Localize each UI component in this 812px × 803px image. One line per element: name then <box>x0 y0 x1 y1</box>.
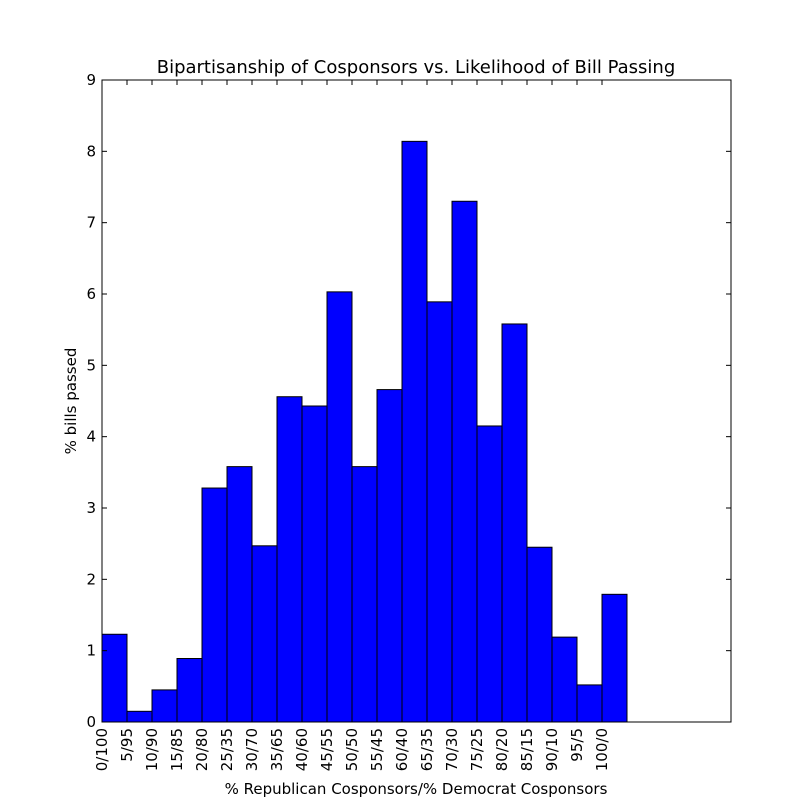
chart-title: Bipartisanship of Cosponsors vs. Likelih… <box>157 57 676 78</box>
x-tick-label: 15/85 <box>168 728 186 771</box>
plot-frame <box>101 79 732 723</box>
bar-10/90 <box>151 689 178 723</box>
x-tick-label: 45/55 <box>318 728 336 771</box>
bar-55/45 <box>376 389 403 723</box>
x-tick-label: 40/60 <box>293 728 311 771</box>
bar-35/65 <box>276 396 303 723</box>
x-tick-label: 25/35 <box>218 728 236 771</box>
bar-50/50 <box>351 466 378 723</box>
bars-group <box>101 140 628 723</box>
y-tick-label: 4 <box>86 428 96 446</box>
y-tick-label: 1 <box>86 642 96 660</box>
x-tick-label: 70/30 <box>443 728 461 771</box>
x-tick-label: 95/5 <box>568 728 586 762</box>
bar-60/40 <box>401 140 428 723</box>
bar-95/5 <box>576 684 603 723</box>
x-tick-label: 75/25 <box>468 728 486 771</box>
x-tick-label: 85/15 <box>518 728 536 771</box>
bar-15/85 <box>176 658 203 723</box>
y-tick-label: 0 <box>86 713 96 731</box>
x-tick-label: 10/90 <box>143 728 161 771</box>
bar-75/25 <box>476 425 503 723</box>
bar-0/100 <box>101 633 128 723</box>
bar-30/70 <box>251 545 278 723</box>
bar-100/0 <box>601 593 628 723</box>
y-tick-label: 5 <box>86 356 96 374</box>
bar-20/80 <box>201 487 228 723</box>
bar-85/15 <box>526 546 553 723</box>
x-tick-label: 80/20 <box>493 728 511 771</box>
y-tick-label: 9 <box>86 71 96 89</box>
y-tick-label: 2 <box>86 570 96 588</box>
x-tick-label: 30/70 <box>243 728 261 771</box>
x-tick-label: 0/100 <box>93 728 111 771</box>
x-tick-label: 65/35 <box>418 728 436 771</box>
x-tick-label: 100/0 <box>593 728 611 771</box>
x-tick-label: 90/10 <box>543 728 561 771</box>
bar-5/95 <box>126 710 153 723</box>
bar-80/20 <box>501 323 528 723</box>
x-tick-label: 50/50 <box>343 728 361 771</box>
y-tick-label: 3 <box>86 499 96 517</box>
x-tick-label: 55/45 <box>368 728 386 771</box>
bar-45/55 <box>326 291 353 723</box>
y-tick-label: 8 <box>86 142 96 160</box>
x-tick-label: 20/80 <box>193 728 211 771</box>
x-axis-label: % Republican Cosponsors/% Democrat Cospo… <box>225 780 608 798</box>
bar-25/35 <box>226 466 253 723</box>
axis-ticks: 0 1 2 3 4 5 6 7 8 9 0/100 5/95 10/90 15/85 20/80 25/35 3… <box>86 71 731 771</box>
bar-40/60 <box>301 405 328 723</box>
bar-65/35 <box>426 301 453 723</box>
x-tick-label: 35/65 <box>268 728 286 771</box>
y-axis-label: % bills passed <box>62 348 80 455</box>
bar-70/30 <box>451 200 478 723</box>
bar-90/10 <box>551 636 578 723</box>
y-tick-label: 7 <box>86 214 96 232</box>
x-tick-label: 60/40 <box>393 728 411 771</box>
x-tick-label: 5/95 <box>118 728 136 762</box>
y-tick-label: 6 <box>86 285 96 303</box>
